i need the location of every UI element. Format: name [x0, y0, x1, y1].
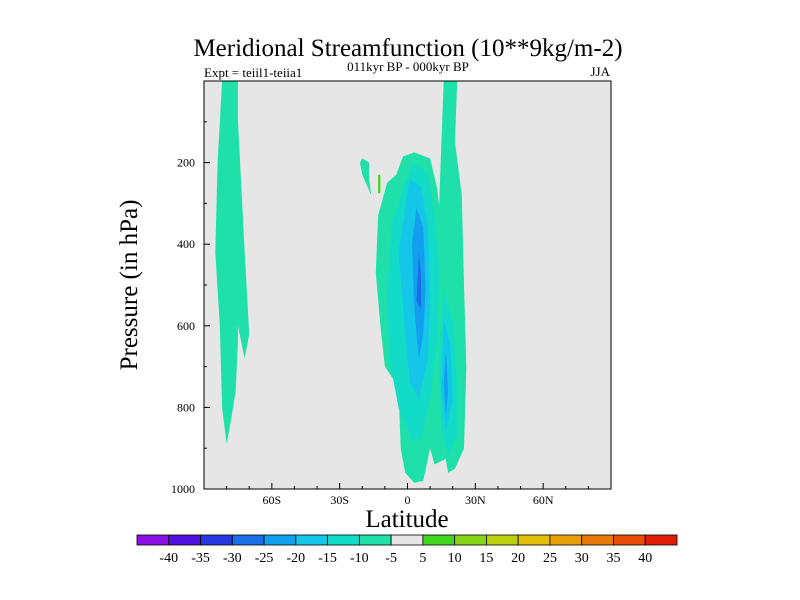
colorbar-label: -30 — [223, 551, 242, 566]
colorbar-label: 40 — [638, 551, 652, 566]
colorbar-swatch — [358, 534, 392, 546]
x-tick-label: 30N — [465, 493, 486, 507]
axis-ticks: 60S 30S 0 30N 60N 200 400 600 800 1000 — [171, 121, 589, 507]
chart-subtitle: 011kyr BP - 000kyr BP — [347, 59, 469, 74]
colorbar-label: -15 — [318, 551, 337, 566]
colorbar-label: 30 — [575, 551, 589, 566]
colorbar-swatch — [390, 534, 424, 546]
contour-regions — [215, 81, 467, 483]
colorbar-swatch — [581, 534, 614, 546]
y-tick-label: 200 — [177, 156, 195, 170]
y-tick-label: 400 — [177, 237, 195, 251]
colorbar-swatch — [295, 534, 328, 546]
y-tick-label: 600 — [177, 319, 195, 333]
colorbar-swatch — [136, 534, 170, 546]
colorbar-label: -5 — [385, 551, 397, 566]
colorbar-label: -40 — [159, 551, 178, 566]
colorbar-swatch — [422, 534, 456, 546]
x-tick-label: 60N — [533, 493, 554, 507]
colorbar-swatch — [486, 534, 519, 546]
colorbar-swatch — [644, 534, 678, 546]
x-tick-label: 60S — [262, 493, 281, 507]
colorbar-swatch — [517, 534, 551, 546]
experiment-label: Expt = teiil1-teiia1 — [204, 65, 302, 80]
colorbar-label: -35 — [191, 551, 210, 566]
colorbar-label: -20 — [286, 551, 305, 566]
colorbar-label: 5 — [419, 551, 426, 566]
contour-region-9 — [443, 350, 449, 416]
colorbar-label: -10 — [350, 551, 369, 566]
contour-region-11 — [378, 174, 381, 194]
colorbar-label: 25 — [543, 551, 557, 566]
colorbar-label: 35 — [606, 551, 620, 566]
colorbar-swatch — [231, 534, 265, 546]
colorbar-swatch — [549, 534, 583, 546]
plot-area: 60S 30S 0 30N 60N 200 400 600 800 1000 — [171, 80, 612, 507]
contour-region-0 — [215, 81, 250, 445]
y-axis-label: Pressure (in hPa) — [116, 200, 143, 371]
colorbar-swatch — [168, 534, 201, 546]
colorbar-swatch — [454, 534, 487, 546]
x-axis-label: Latitude — [365, 506, 448, 533]
colorbar-label: -25 — [255, 551, 274, 566]
colorbar-label: 10 — [448, 551, 462, 566]
y-tick-label: 800 — [177, 400, 195, 414]
colorbar-swatch — [327, 534, 360, 546]
season-label: JJA — [590, 64, 610, 79]
chart-title: Meridional Streamfunction (10**9kg/m-2) — [193, 35, 622, 62]
x-tick-label: 0 — [405, 493, 411, 507]
colorbar-label: 15 — [479, 551, 493, 566]
colorbar-label: 20 — [511, 551, 525, 566]
colorbar-swatch — [200, 534, 233, 546]
colorbar-swatch — [613, 534, 646, 546]
y-tick-label: 1000 — [171, 482, 195, 496]
colorbar-swatch — [263, 534, 297, 546]
x-tick-label: 30S — [330, 493, 349, 507]
contour-region-10 — [416, 252, 422, 310]
contour-region-1 — [360, 158, 372, 196]
colorbar: -40 -35 -30 -25 -20 -15 -10 -5 5 10 15 20 25 30 35 40 — [136, 534, 678, 566]
